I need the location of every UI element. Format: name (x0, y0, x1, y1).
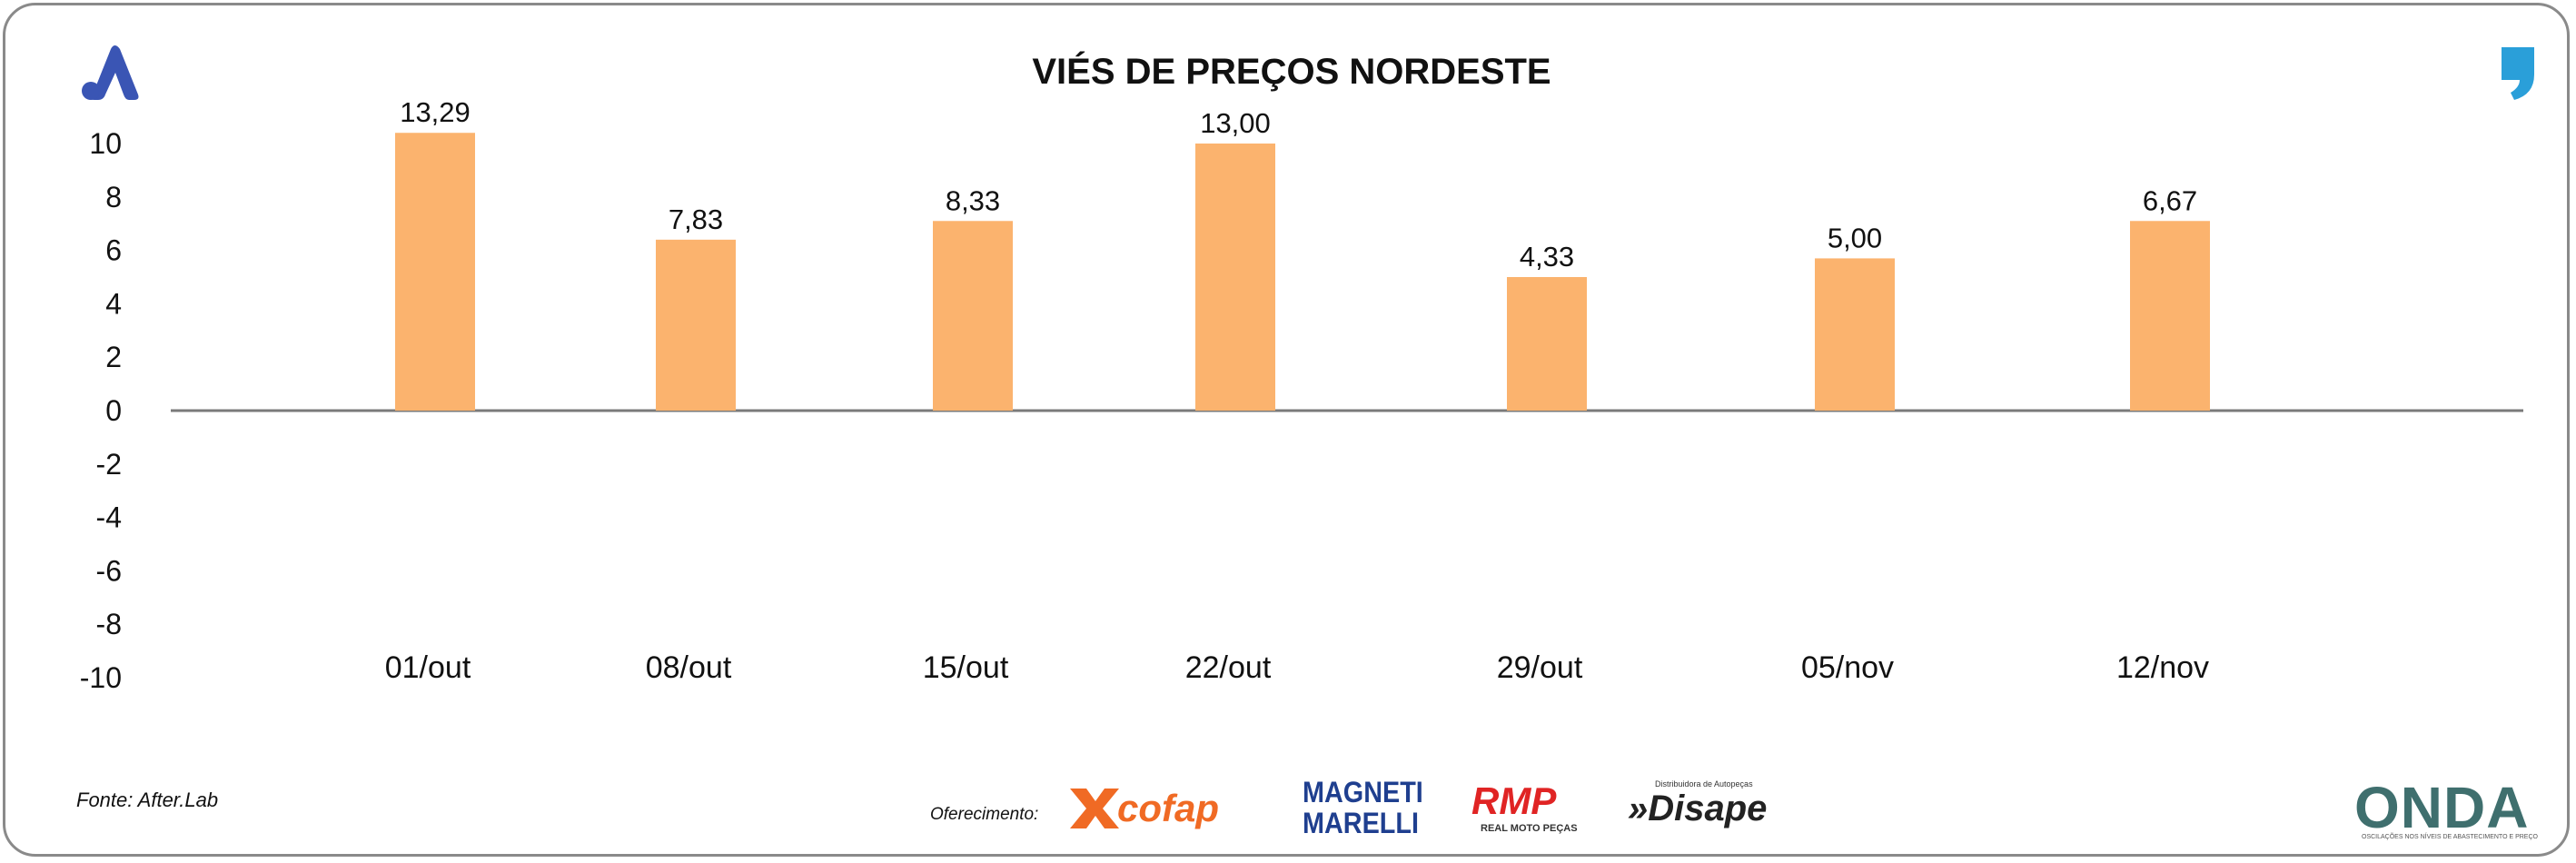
y-tick-label: 0 (105, 394, 122, 427)
x-tick-label: 15/out (923, 650, 1009, 685)
data-label: 8,33 (946, 184, 1000, 216)
bar-15/out (933, 221, 1013, 411)
y-tick-label: 8 (105, 181, 122, 213)
y-tick-label: -4 (96, 501, 122, 534)
magneti-marelli-logo: MAGNETI MARELLI (1299, 774, 1435, 843)
after-lab-logo-icon (82, 45, 139, 100)
y-tick-label: -8 (96, 608, 122, 640)
source-note: Fonte: After.Lab (76, 789, 219, 811)
disape-tagline: Distribuidora de Autopeças (1655, 779, 1753, 789)
onda-logo: ONDA OSCILAÇÕES NOS NÍVEIS DE ABASTECIME… (2353, 774, 2540, 843)
y-tick-label: 6 (105, 234, 122, 267)
x-tick-label: 08/out (646, 650, 732, 685)
cofap-logo: cofap (1066, 785, 1277, 832)
data-label: 5,00 (1828, 222, 1882, 253)
data-label: 13,29 (400, 96, 471, 128)
bars (395, 133, 2210, 412)
x-tick-label: 01/out (385, 650, 471, 685)
data-label: 4,33 (1520, 241, 1574, 273)
y-tick-label: -2 (96, 448, 122, 481)
y-axis-ticks: 10 8 6 4 2 0 -2 -4 -6 -8 -10 (80, 127, 122, 694)
cofap-logo-text: cofap (1117, 787, 1220, 829)
cofap-x-icon (1070, 789, 1119, 828)
data-label: 6,67 (2143, 184, 2197, 216)
chart-title: VIÉS DE PREÇOS NORDESTE (1032, 51, 1551, 92)
bar-05/nov (1815, 258, 1895, 411)
bar-01/out (395, 133, 475, 412)
rmp-logo: RMP REAL MOTO PEÇAS (1470, 779, 1606, 839)
bar-12/nov (2130, 221, 2210, 411)
x-tick-label: 05/nov (1801, 650, 1894, 685)
disape-logo-text: »Disape (1628, 789, 1768, 828)
data-label: 7,83 (669, 203, 723, 235)
magneti-logo-text: MAGNETI (1303, 776, 1423, 808)
bar-29/out (1507, 277, 1587, 411)
rmp-logo-text: RMP (1471, 779, 1557, 822)
disape-logo: Distribuidora de Autopeças »Disape (1628, 776, 1806, 834)
marelli-logo-text: MARELLI (1303, 807, 1419, 839)
onda-logo-text: ONDA (2354, 775, 2530, 840)
bar-22/out (1195, 144, 1275, 411)
data-labels: 13,29 7,83 8,33 13,00 4,33 5,00 6,67 (400, 96, 2197, 273)
y-tick-label: 2 (105, 341, 122, 373)
y-tick-label: -6 (96, 554, 122, 587)
rmp-tagline: REAL MOTO PEÇAS (1481, 823, 1578, 834)
x-tick-label: 12/nov (2116, 650, 2209, 685)
y-tick-label: -10 (80, 661, 122, 694)
x-tick-label: 22/out (1185, 650, 1272, 685)
y-tick-label: 10 (89, 127, 122, 160)
bar-08/out (656, 239, 736, 411)
quote-mark-icon (2502, 47, 2534, 100)
data-label: 13,00 (1200, 107, 1271, 139)
chart-frame: VIÉS DE PREÇOS NORDESTE 10 8 6 4 2 0 -2 -4 -6 -8 -… (3, 3, 2570, 857)
x-tick-label: 29/out (1497, 650, 1583, 685)
y-tick-label: 4 (105, 287, 122, 320)
x-axis-ticks: 01/out 08/out 15/out 22/out 29/out 05/nov 12/n… (385, 650, 2209, 685)
bar-chart: VIÉS DE PREÇOS NORDESTE 10 8 6 4 2 0 -2 -4 -6 -8 -… (80, 45, 2534, 694)
onda-tagline: OSCILAÇÕES NOS NÍVEIS DE ABASTECIMENTO E… (2362, 834, 2538, 840)
offered-by-label: Oferecimento: (930, 805, 1039, 824)
